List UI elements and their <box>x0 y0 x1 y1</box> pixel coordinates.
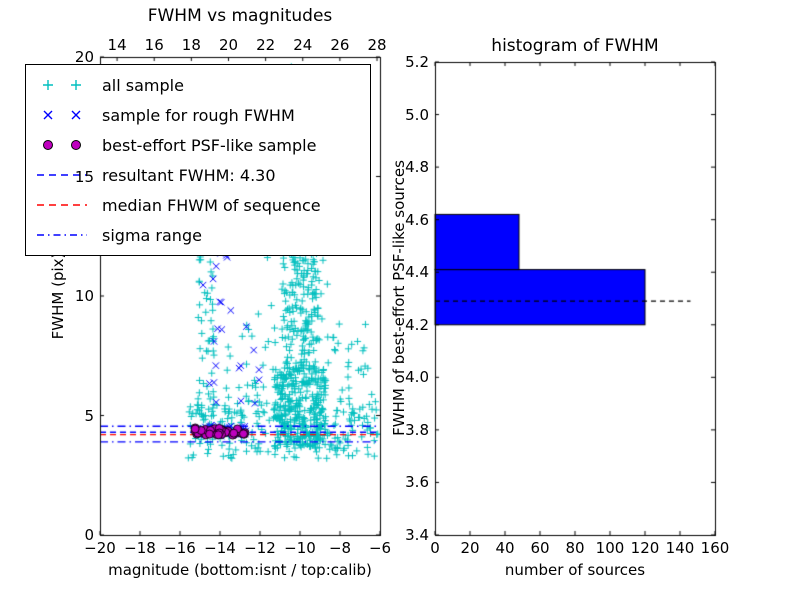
right-plot-xlabel: number of sources <box>504 561 646 579</box>
left-plot-x-tick-label: −16 <box>164 539 196 557</box>
left-plot-y-tick-label: 15 <box>74 167 94 186</box>
left-plot-top-tick-label: 14 <box>107 36 127 54</box>
right-plot-x-tick-label: 160 <box>700 539 730 557</box>
left-plot-x-tick-label: −12 <box>244 539 276 557</box>
left-plot-y-tick-label: 0 <box>84 526 94 544</box>
right-plot-x-tick-label: 20 <box>460 539 480 557</box>
left-plot-title: FWHM vs magnitudes <box>147 6 333 26</box>
left-plot-top-tick-label: 20 <box>218 36 239 54</box>
right-plot-y-tick-label: 4.6 <box>405 210 429 229</box>
legend-label: sample for rough FWHM <box>102 105 295 125</box>
right-plot-ylabel: FWHM of best-effort PSF-like sources <box>390 160 408 436</box>
right-plot-y-tick-label: 4.0 <box>405 368 429 387</box>
left-plot-top-tick-label: 16 <box>144 36 164 54</box>
legend-label: median FHWM of sequence <box>102 195 321 215</box>
right-plot-y-tick-label: 5.2 <box>405 53 429 71</box>
dashed-marker-icon <box>34 167 90 183</box>
right-plot-x-tick-label: 100 <box>595 539 625 557</box>
right-plot-y-tick-label: 3.8 <box>405 420 429 439</box>
legend-label: all sample <box>102 75 184 95</box>
plus-marker-icon <box>34 77 90 93</box>
right-plot-y-tick-label: 3.4 <box>405 526 429 544</box>
legend-entry: median FHWM of sequence <box>34 190 362 220</box>
legend-label: sigma range <box>102 225 202 245</box>
left-plot-top-tick-label: 18 <box>181 36 201 54</box>
legend-entry: best-effort PSF-like sample <box>34 130 362 160</box>
legend-label: best-effort PSF-like sample <box>102 135 317 155</box>
legend: all sample sample for rough FWHM best-effo… <box>25 64 371 256</box>
left-plot-xlabel: magnitude (bottom:isnt / top:calib) <box>108 561 372 579</box>
right-plot-x-tick-label: 140 <box>665 539 695 557</box>
x-marker-icon <box>34 107 90 123</box>
left-plot-x-tick-label: −18 <box>124 539 156 557</box>
right-plot-x-tick-label: 40 <box>495 539 515 557</box>
right-plot-y-tick-label: 4.4 <box>405 263 429 282</box>
right-plot-x-tick-label: 80 <box>565 539 585 557</box>
left-plot-top-tick-label: 24 <box>293 36 313 54</box>
right-plot-y-tick-label: 4.8 <box>405 158 429 177</box>
left-plot-top-tick-label: 22 <box>256 36 276 54</box>
left-plot-y-tick-label: 20 <box>74 48 94 66</box>
left-plot-x-tick-label: −14 <box>204 539 236 557</box>
left-plot-top-tick-label: 26 <box>330 36 350 54</box>
right-plot-y-tick-label: 5.0 <box>405 105 429 124</box>
legend-entry: all sample <box>34 70 362 100</box>
right-plot-x-tick-label: 0 <box>430 539 440 557</box>
left-plot-x-tick-label: −10 <box>284 539 316 557</box>
right-plot-title: histogram of FWHM <box>491 36 659 56</box>
left-plot-y-tick-label: 5 <box>84 406 94 425</box>
left-plot-x-tick-label: −8 <box>328 539 352 557</box>
legend-entry: sample for rough FWHM <box>34 100 362 130</box>
right-plot-x-tick-label: 60 <box>530 539 550 557</box>
legend-label: resultant FWHM: 4.30 <box>102 165 276 185</box>
dashed-marker-icon <box>34 197 90 213</box>
left-plot-top-tick-label: 28 <box>367 36 387 54</box>
legend-entry: resultant FWHM: 4.30 <box>34 160 362 190</box>
left-plot-x-tick-label: −6 <box>368 539 392 557</box>
legend-entry: sigma range <box>34 220 362 250</box>
right-plot-x-tick-label: 120 <box>630 539 660 557</box>
right-plot-y-tick-label: 3.6 <box>405 473 429 492</box>
dashdot-marker-icon <box>34 227 90 243</box>
right-plot-y-tick-label: 4.2 <box>405 315 429 334</box>
circle-marker-icon <box>34 137 90 153</box>
left-plot-x-tick-label: −20 <box>84 539 116 557</box>
left-plot-y-tick-label: 10 <box>74 287 94 305</box>
left-plot-ylabel: FWHM (pix) <box>49 252 67 340</box>
